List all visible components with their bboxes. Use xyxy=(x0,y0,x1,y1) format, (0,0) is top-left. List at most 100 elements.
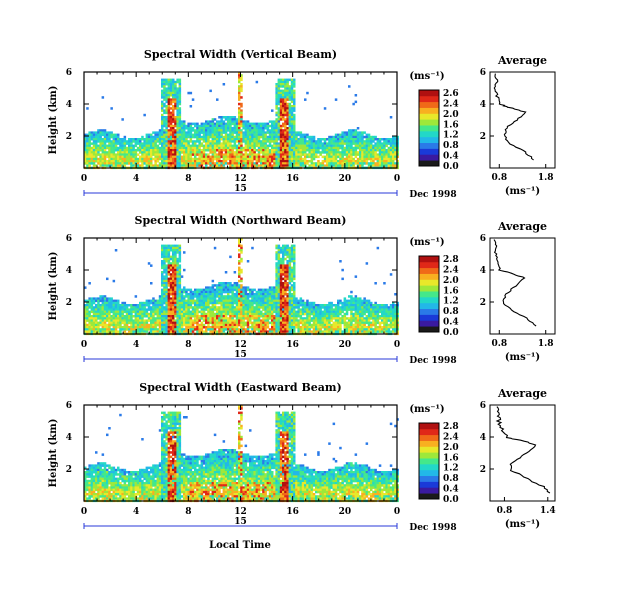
profile-x-tick-label: 0.8 xyxy=(491,173,507,183)
colorbar-swatch xyxy=(419,119,439,126)
colorbar-tick-label: 1.6 xyxy=(443,120,459,130)
colorbar-swatch xyxy=(419,458,439,465)
colorbar-swatch xyxy=(419,107,439,114)
colorbar-swatch xyxy=(419,440,439,447)
colorbar-swatch xyxy=(419,130,439,138)
average-profile: Average 2 4 6 0.8 1.8 (ms⁻¹) xyxy=(480,54,556,197)
x-tick-label: 0 xyxy=(81,507,87,517)
profile-x-label: (ms⁻¹) xyxy=(505,519,540,530)
colorbar-swatch xyxy=(419,308,439,315)
heatmap-cells xyxy=(84,72,399,170)
colorbar-tick-label: 2.0 xyxy=(443,110,459,120)
x-tick-label: 20 xyxy=(339,507,352,517)
colorbar-swatch xyxy=(419,434,439,441)
y-tick-label: 2 xyxy=(66,298,72,308)
colorbar-tick-label: 2.0 xyxy=(443,276,459,286)
colorbar-swatch xyxy=(419,154,439,161)
colorbar-tick-label: 1.2 xyxy=(443,297,459,307)
x-tick-label: 16 xyxy=(286,507,299,517)
x-tick-label: 16 xyxy=(286,340,299,350)
colorbar-tick-label: 2.0 xyxy=(443,443,459,453)
y-tick-label: 6 xyxy=(66,234,72,244)
colorbar-swatch xyxy=(419,90,439,97)
colorbar-tick-label: 2.6 xyxy=(443,89,459,99)
colorbar-tick-label: 1.2 xyxy=(443,131,459,141)
colorbar-swatch xyxy=(419,261,439,269)
y-tick-label: 2 xyxy=(66,465,72,475)
profile-frame xyxy=(489,404,556,502)
colorbar-swatch xyxy=(419,148,439,155)
colorbar-tick-label: 2.8 xyxy=(443,255,459,265)
colorbar-swatch xyxy=(419,113,439,120)
x-tick-label: 16 xyxy=(286,174,299,184)
colorbar-tick-label: 0.8 xyxy=(443,474,459,484)
colorbar-swatch xyxy=(419,267,439,274)
colorbar-swatch xyxy=(419,481,439,488)
profile-x-tick-label: 1.8 xyxy=(538,173,554,183)
colorbar-swatch xyxy=(419,256,439,263)
colorbar-unit: (ms⁻¹) xyxy=(409,71,444,82)
x-tick-label: 4 xyxy=(133,507,139,517)
y-tick-label: 6 xyxy=(66,401,72,411)
colorbar-tick-label: 2.4 xyxy=(443,99,459,109)
colorbar: 2.62.42.01.61.20.80.40.0 xyxy=(418,89,459,172)
day-label: 15 xyxy=(234,350,247,360)
colorbar-tick-label: 2.8 xyxy=(443,422,459,432)
colorbar-unit: (ms⁻¹) xyxy=(409,404,444,415)
profile-line xyxy=(493,73,534,161)
colorbar-tick-label: 1.6 xyxy=(443,453,459,463)
colorbar-frame xyxy=(418,422,440,500)
average-profile: Average 2 4 6 0.8 1.8 (ms⁻¹) xyxy=(480,220,556,363)
colorbar-swatch xyxy=(419,493,439,500)
x-tick-label: 0 xyxy=(81,340,87,350)
x-tick-label: 8 xyxy=(185,174,191,184)
colorbar-tick-label: 2.4 xyxy=(443,432,459,442)
colorbar-swatch xyxy=(419,452,439,459)
colorbar-frame xyxy=(418,255,440,333)
colorbar-tick-label: 0.4 xyxy=(443,318,459,328)
panel-2: Spectral Width (Northward Beam)0 4 8 12 16 20… xyxy=(48,214,556,366)
profile-x-tick-label: 1.4 xyxy=(540,506,556,516)
y-axis-label: Height (km) xyxy=(48,252,59,321)
colorbar-tick-label: 0.8 xyxy=(443,141,459,151)
y-axis-label: Height (km) xyxy=(48,419,59,488)
colorbar-swatch xyxy=(419,320,439,327)
x-tick-label: 0 xyxy=(394,340,400,350)
panel-3: Spectral Width (Eastward Beam)0 4 8 12 16 20 0… xyxy=(48,381,556,533)
date-label: Dec 1998 xyxy=(409,356,456,366)
x-tick-label: 0 xyxy=(81,174,87,184)
x-tick-label: 4 xyxy=(133,174,139,184)
colorbar-tick-label: 0.0 xyxy=(443,162,459,172)
y-tick-label: 4 xyxy=(66,100,72,110)
x-tick-label: 8 xyxy=(185,340,191,350)
x-tick-label: 0 xyxy=(394,174,400,184)
average-profile: Average 2 4 6 0.8 1.4(ms⁻¹) xyxy=(480,387,556,530)
x-tick-label: 12 xyxy=(234,174,247,184)
profile-title: Average xyxy=(497,387,547,400)
colorbar-swatch xyxy=(419,279,439,286)
colorbar-tick-label: 2.4 xyxy=(443,265,459,275)
colorbar-tick-label: 0.0 xyxy=(443,495,459,505)
profile-frame xyxy=(489,237,556,335)
x-tick-label: 8 xyxy=(185,507,191,517)
colorbar-swatch xyxy=(419,296,439,304)
profile-x-label: (ms⁻¹) xyxy=(505,186,540,197)
panel-1: Spectral Width (Vertical Beam)0 4 8 12 16 20 0… xyxy=(48,48,556,200)
colorbar-tick-label: 0.0 xyxy=(443,328,459,338)
colorbar-swatch xyxy=(419,142,439,149)
day-label: 15 xyxy=(234,517,247,527)
colorbar-swatch xyxy=(419,273,439,280)
colorbar-tick-label: 0.8 xyxy=(443,307,459,317)
colorbar-swatch xyxy=(419,285,439,292)
profile-x-tick-label: 0.8 xyxy=(497,506,513,516)
colorbar-tick-label: 1.2 xyxy=(443,464,459,474)
colorbar-swatch xyxy=(419,302,439,310)
y-tick-label: 4 xyxy=(66,433,72,443)
colorbar-swatch xyxy=(419,125,439,132)
heatmap-cells xyxy=(84,405,399,503)
colorbar-swatch xyxy=(419,101,439,108)
x-tick-label: 12 xyxy=(234,507,247,517)
date-label: Dec 1998 xyxy=(409,190,456,200)
colorbar-swatch xyxy=(419,136,439,144)
x-tick-label: 20 xyxy=(339,340,352,350)
